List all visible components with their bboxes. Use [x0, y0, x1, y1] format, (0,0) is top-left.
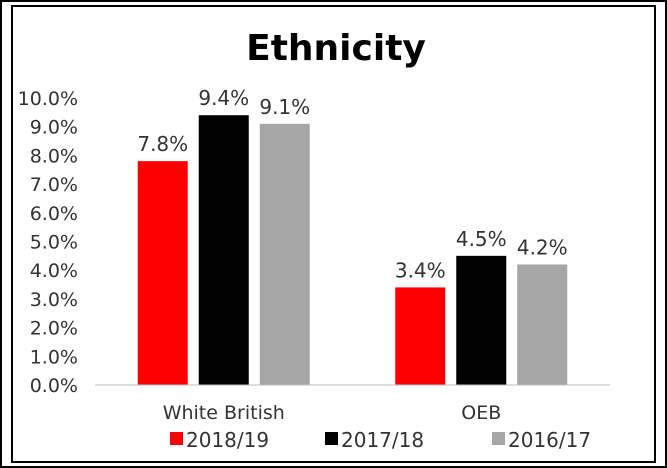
data-label: 7.8%	[137, 132, 188, 156]
y-tick-label: 3.0%	[30, 289, 78, 311]
y-tick-label: 7.0%	[30, 174, 78, 196]
category-label: OEB	[461, 402, 501, 424]
data-label: 4.2%	[517, 235, 568, 259]
category-label: White British	[163, 402, 285, 424]
inner-border	[11, 5, 656, 463]
data-labels: 7.8% 9.4% 9.1% 3.4% 4.5% 4.2%	[137, 86, 567, 282]
bar	[395, 287, 446, 385]
bar	[198, 115, 249, 385]
bars	[137, 115, 568, 385]
legend-swatch	[325, 432, 338, 445]
y-tick-label: 6.0%	[30, 203, 78, 225]
bar	[517, 264, 568, 385]
y-tick-label: 2.0%	[30, 318, 78, 340]
legend-swatch	[170, 432, 183, 445]
y-tick-label: 1.0%	[30, 346, 78, 368]
chart-title: Ethnicity	[246, 28, 426, 69]
legend-swatch	[492, 432, 505, 445]
y-tick-label: 9.0%	[30, 117, 78, 139]
legend-label: 2018/19	[186, 428, 269, 452]
bar	[259, 123, 310, 385]
category-labels: White British OEB	[163, 402, 502, 424]
legend-label: 2016/17	[508, 428, 591, 452]
legend-label: 2017/18	[341, 428, 424, 452]
y-axis: 0.0% 1.0% 2.0% 3.0% 4.0% 5.0% 6.0% 7.0% 8.0% 9.0%…	[18, 88, 78, 397]
legend: 2018/19 2017/18 2016/17	[170, 428, 591, 452]
data-label: 9.1%	[259, 95, 310, 119]
data-label: 9.4%	[198, 86, 249, 110]
y-tick-label: 0.0%	[30, 375, 78, 397]
y-tick-label: 5.0%	[30, 232, 78, 254]
y-tick-label: 4.0%	[30, 260, 78, 282]
bar	[456, 255, 507, 385]
y-tick-label: 8.0%	[30, 145, 78, 167]
y-tick-label: 10.0%	[18, 88, 78, 110]
data-label: 4.5%	[456, 227, 507, 251]
bar	[137, 161, 188, 385]
data-label: 3.4%	[395, 258, 446, 282]
